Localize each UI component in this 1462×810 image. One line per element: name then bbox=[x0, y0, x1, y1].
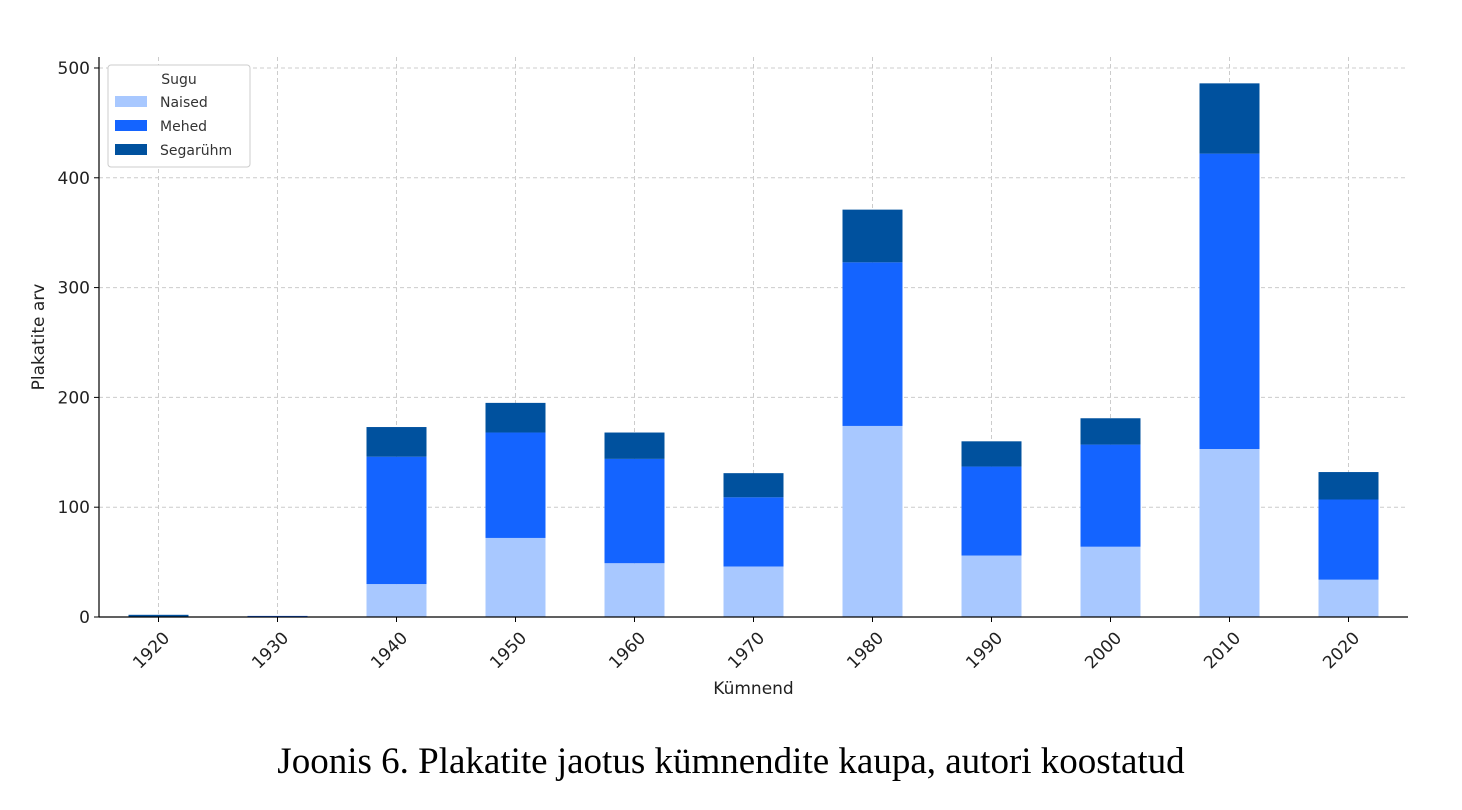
x-tick-label: 1950 bbox=[486, 628, 531, 673]
x-tick-label: 1960 bbox=[605, 628, 650, 673]
bar-naised-2010 bbox=[1199, 449, 1260, 617]
y-tick-label: 400 bbox=[58, 169, 90, 189]
legend-swatch-mehed bbox=[115, 120, 147, 131]
y-tick-label: 100 bbox=[58, 498, 90, 518]
legend-box bbox=[107, 64, 251, 168]
legend-title: Sugu bbox=[161, 72, 197, 88]
bar-segarühm-1980 bbox=[842, 209, 903, 263]
stacked-bar-chart: 0 100 200 300 400 500 1920 1930 1940 1950 1960 1970… bbox=[29, 57, 1408, 699]
bar-naised-1950 bbox=[485, 537, 546, 617]
bar-naised-1980 bbox=[842, 425, 903, 617]
bar-naised-1990 bbox=[961, 555, 1022, 617]
legend-label-segarühm: Segarühm bbox=[160, 143, 232, 159]
bar-mehed-1960 bbox=[604, 458, 665, 564]
bar-naised-2000 bbox=[1080, 546, 1141, 617]
bar-mehed-1980 bbox=[842, 262, 903, 426]
bar-mehed-1970 bbox=[723, 497, 784, 567]
bar-segarühm-1990 bbox=[961, 441, 1022, 467]
y-tick-label: 0 bbox=[79, 608, 90, 628]
bar-mehed-1950 bbox=[485, 432, 546, 538]
x-axis-label: Kümnend bbox=[713, 679, 793, 699]
bar-mehed-2010 bbox=[1199, 153, 1260, 450]
bar-mehed-1990 bbox=[961, 466, 1022, 556]
bar-segarühm-1920 bbox=[128, 614, 189, 617]
bar-segarühm-1960 bbox=[604, 432, 665, 459]
x-tick-label: 1920 bbox=[129, 628, 174, 673]
x-tick-label: 1940 bbox=[367, 628, 412, 673]
y-tick-label: 500 bbox=[58, 59, 90, 79]
figure-caption: Joonis 6. Plakatite jaotus kümnendite ka… bbox=[277, 741, 1185, 782]
legend-label-mehed: Mehed bbox=[160, 119, 207, 135]
x-tick-label: 2000 bbox=[1081, 628, 1126, 673]
bar-mehed-2000 bbox=[1080, 444, 1141, 547]
bar-naised-1960 bbox=[604, 563, 665, 617]
bar-naised-1970 bbox=[723, 566, 784, 617]
bar-segarühm-2010 bbox=[1199, 83, 1260, 154]
x-tick-label: 1980 bbox=[843, 628, 888, 673]
y-axis-label: Plakatite arv bbox=[29, 284, 49, 391]
y-tick-label: 300 bbox=[58, 279, 90, 299]
x-tick-label: 1990 bbox=[962, 628, 1007, 673]
bar-mehed-2020 bbox=[1318, 499, 1379, 580]
bar-segarühm-1970 bbox=[723, 473, 784, 498]
legend-swatch-naised bbox=[115, 96, 147, 107]
x-tick-label: 2020 bbox=[1319, 628, 1364, 673]
y-tick-label: 200 bbox=[58, 388, 90, 408]
x-tick-label: 1970 bbox=[724, 628, 769, 673]
bar-naised-2020 bbox=[1318, 579, 1379, 617]
bar-segarühm-1940 bbox=[366, 427, 427, 457]
bar-mehed-1940 bbox=[366, 456, 427, 585]
bar-naised-1940 bbox=[366, 584, 427, 617]
x-tick-label: 1930 bbox=[248, 628, 293, 673]
legend-label-naised: Naised bbox=[160, 95, 208, 111]
bar-segarühm-2000 bbox=[1080, 418, 1141, 445]
legend-swatch-segarühm bbox=[115, 144, 147, 155]
bar-segarühm-2020 bbox=[1318, 472, 1379, 500]
bar-segarühm-1950 bbox=[485, 402, 546, 433]
x-tick-label: 2010 bbox=[1200, 628, 1245, 673]
